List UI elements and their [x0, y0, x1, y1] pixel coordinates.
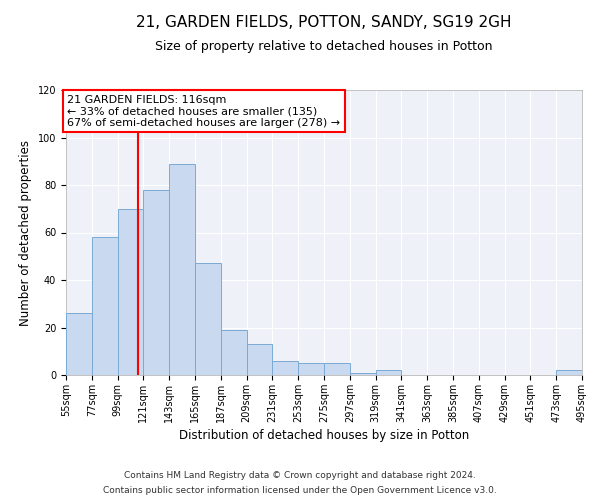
- Bar: [272, 361, 298, 375]
- Bar: [556, 370, 582, 375]
- Text: Size of property relative to detached houses in Potton: Size of property relative to detached ho…: [155, 40, 493, 53]
- Y-axis label: Number of detached properties: Number of detached properties: [19, 140, 32, 326]
- Bar: [247, 344, 272, 375]
- Bar: [221, 330, 247, 375]
- Bar: [118, 209, 143, 375]
- Text: Contains HM Land Registry data © Crown copyright and database right 2024.: Contains HM Land Registry data © Crown c…: [124, 471, 476, 480]
- Text: Contains public sector information licensed under the Open Government Licence v3: Contains public sector information licen…: [103, 486, 497, 495]
- Bar: [169, 164, 195, 375]
- Bar: [350, 372, 376, 375]
- Bar: [298, 363, 324, 375]
- Bar: [376, 370, 401, 375]
- Bar: [92, 238, 118, 375]
- Bar: [324, 363, 350, 375]
- Bar: [195, 264, 221, 375]
- Text: 21 GARDEN FIELDS: 116sqm
← 33% of detached houses are smaller (135)
67% of semi-: 21 GARDEN FIELDS: 116sqm ← 33% of detach…: [67, 95, 340, 128]
- Bar: [143, 190, 169, 375]
- X-axis label: Distribution of detached houses by size in Potton: Distribution of detached houses by size …: [179, 429, 469, 442]
- Text: 21, GARDEN FIELDS, POTTON, SANDY, SG19 2GH: 21, GARDEN FIELDS, POTTON, SANDY, SG19 2…: [136, 15, 512, 30]
- Bar: [66, 313, 92, 375]
